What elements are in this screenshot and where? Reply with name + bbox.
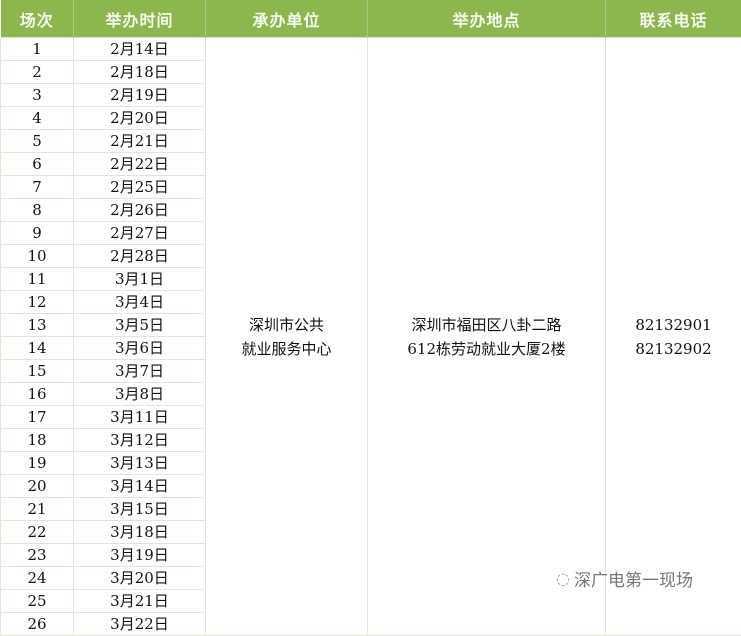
cell-session: 8 bbox=[1, 199, 74, 222]
cell-session: 17 bbox=[1, 406, 74, 429]
cell-session: 12 bbox=[1, 291, 74, 314]
cell-date: 3月8日 bbox=[74, 383, 206, 406]
header-phone: 联系电话 bbox=[606, 0, 741, 38]
cell-session: 1 bbox=[1, 38, 74, 61]
cell-date: 3月5日 bbox=[74, 314, 206, 337]
cell-date: 3月11日 bbox=[74, 406, 206, 429]
header-session: 场次 bbox=[1, 0, 74, 38]
header-date: 举办时间 bbox=[74, 0, 206, 38]
phone-line: 82132901 bbox=[606, 313, 741, 337]
cell-date: 3月7日 bbox=[74, 360, 206, 383]
phone-line: 82132902 bbox=[606, 337, 741, 361]
cell-session: 21 bbox=[1, 498, 74, 521]
cell-date: 2月21日 bbox=[74, 130, 206, 153]
cell-date: 3月14日 bbox=[74, 475, 206, 498]
cell-session: 18 bbox=[1, 429, 74, 452]
cell-date: 3月6日 bbox=[74, 337, 206, 360]
cell-session: 13 bbox=[1, 314, 74, 337]
cell-date: 2月19日 bbox=[74, 84, 206, 107]
cell-session: 6 bbox=[1, 153, 74, 176]
cell-date: 2月14日 bbox=[74, 38, 206, 61]
cell-organizer: 深圳市公共就业服务中心 bbox=[206, 38, 368, 636]
cell-session: 9 bbox=[1, 222, 74, 245]
cell-session: 3 bbox=[1, 84, 74, 107]
header-organizer: 承办单位 bbox=[206, 0, 368, 38]
cell-session: 22 bbox=[1, 521, 74, 544]
cell-session: 2 bbox=[1, 61, 74, 84]
cell-session: 24 bbox=[1, 567, 74, 590]
cell-session: 20 bbox=[1, 475, 74, 498]
wechat-icon: ◌ bbox=[556, 569, 570, 588]
cell-session: 7 bbox=[1, 176, 74, 199]
organizer-line: 就业服务中心 bbox=[206, 337, 367, 361]
cell-date: 3月12日 bbox=[74, 429, 206, 452]
watermark: ◌ 深广电第一现场 bbox=[556, 566, 693, 591]
cell-session: 25 bbox=[1, 590, 74, 613]
cell-date: 3月13日 bbox=[74, 452, 206, 475]
cell-session: 16 bbox=[1, 383, 74, 406]
header-row: 场次 举办时间 承办单位 举办地点 联系电话 bbox=[1, 0, 741, 38]
cell-session: 26 bbox=[1, 613, 74, 636]
cell-date: 3月4日 bbox=[74, 291, 206, 314]
cell-date: 3月21日 bbox=[74, 590, 206, 613]
cell-date: 3月22日 bbox=[74, 613, 206, 636]
cell-session: 23 bbox=[1, 544, 74, 567]
cell-date: 3月15日 bbox=[74, 498, 206, 521]
cell-date: 2月22日 bbox=[74, 153, 206, 176]
location-line: 612栋劳动就业大厦2楼 bbox=[368, 337, 605, 361]
organizer-line: 深圳市公共 bbox=[206, 313, 367, 337]
cell-session: 14 bbox=[1, 337, 74, 360]
cell-date: 2月26日 bbox=[74, 199, 206, 222]
cell-session: 15 bbox=[1, 360, 74, 383]
cell-session: 10 bbox=[1, 245, 74, 268]
cell-date: 3月1日 bbox=[74, 268, 206, 291]
cell-session: 4 bbox=[1, 107, 74, 130]
cell-date: 2月27日 bbox=[74, 222, 206, 245]
cell-date: 3月18日 bbox=[74, 521, 206, 544]
header-location: 举办地点 bbox=[368, 0, 606, 38]
cell-date: 3月19日 bbox=[74, 544, 206, 567]
cell-date: 3月20日 bbox=[74, 567, 206, 590]
cell-session: 19 bbox=[1, 452, 74, 475]
location-line: 深圳市福田区八卦二路 bbox=[368, 313, 605, 337]
cell-date: 2月25日 bbox=[74, 176, 206, 199]
cell-session: 11 bbox=[1, 268, 74, 291]
cell-date: 2月20日 bbox=[74, 107, 206, 130]
cell-date: 2月28日 bbox=[74, 245, 206, 268]
watermark-text: 深广电第一现场 bbox=[574, 566, 693, 591]
cell-date: 2月18日 bbox=[74, 61, 206, 84]
cell-session: 5 bbox=[1, 130, 74, 153]
